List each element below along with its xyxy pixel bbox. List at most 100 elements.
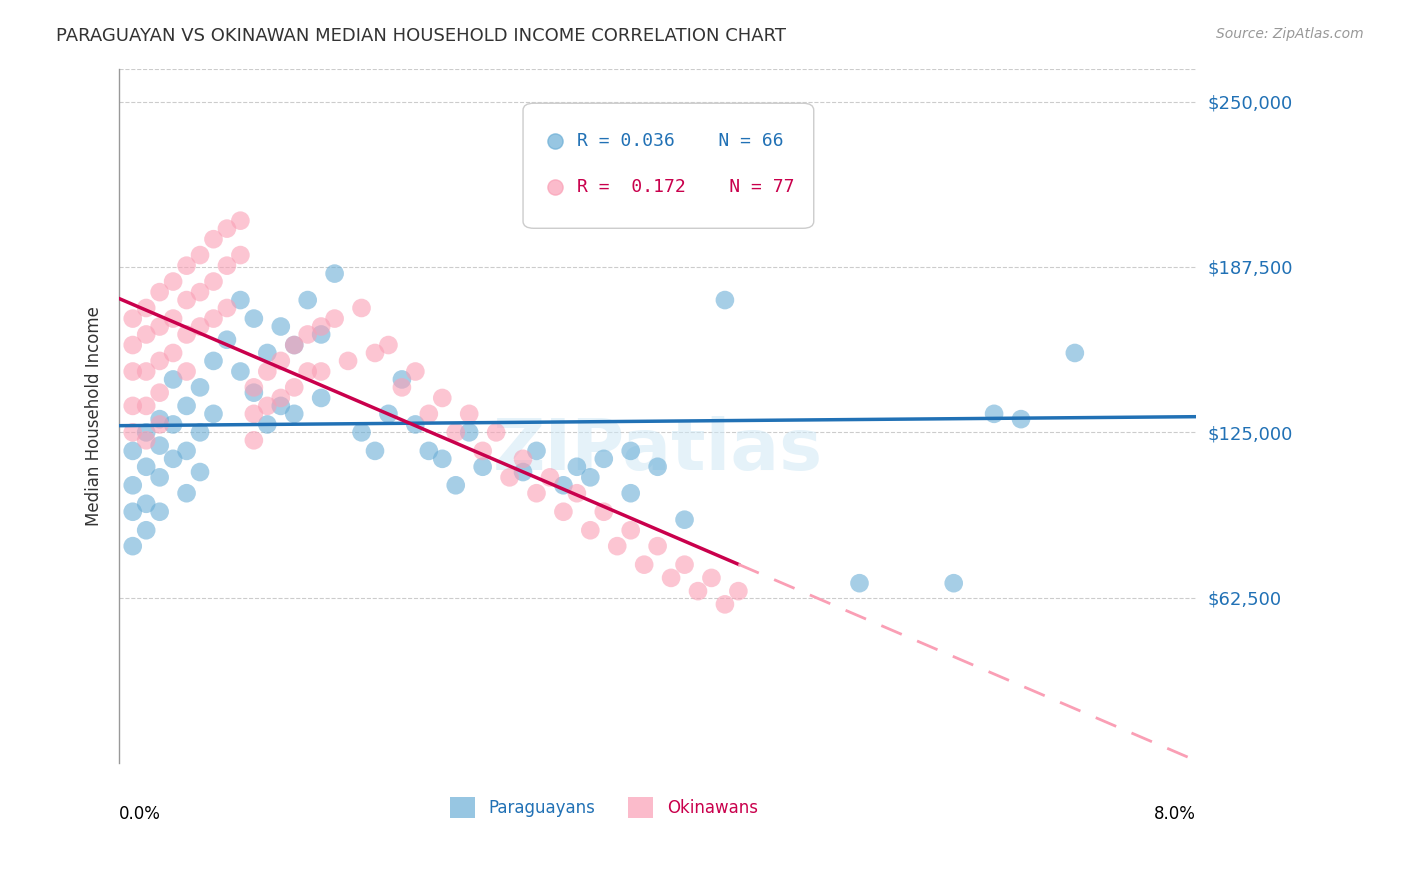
Legend: Paraguayans, Okinawans: Paraguayans, Okinawans: [443, 790, 765, 824]
Okinawans: [659, 571, 682, 585]
Okinawans: [176, 364, 198, 378]
Okinawans: [418, 407, 440, 421]
Okinawans: [121, 338, 143, 352]
Paraguayans: [323, 267, 346, 281]
Paraguayans: [256, 346, 278, 360]
Okinawans: [202, 311, 225, 326]
Okinawans: [606, 539, 628, 553]
Paraguayans: [162, 372, 184, 386]
Paraguayans: [149, 439, 172, 453]
Okinawans: [188, 319, 211, 334]
Paraguayans: [404, 417, 426, 432]
Okinawans: [309, 319, 332, 334]
Okinawans: [270, 354, 292, 368]
Okinawans: [592, 505, 614, 519]
Okinawans: [714, 598, 737, 612]
Text: ZIPatlas: ZIPatlas: [492, 416, 823, 485]
Text: 8.0%: 8.0%: [1154, 805, 1197, 822]
Okinawans: [364, 346, 387, 360]
Okinawans: [135, 364, 157, 378]
Paraguayans: [418, 443, 440, 458]
Okinawans: [149, 354, 172, 368]
Paraguayans: [471, 459, 494, 474]
Paraguayans: [686, 187, 709, 202]
Okinawans: [135, 399, 157, 413]
Okinawans: [458, 407, 481, 421]
Paraguayans: [377, 407, 399, 421]
Okinawans: [188, 285, 211, 299]
Okinawans: [135, 434, 157, 448]
Paraguayans: [526, 443, 548, 458]
Okinawans: [176, 327, 198, 342]
Okinawans: [243, 380, 266, 394]
Paraguayans: [256, 417, 278, 432]
Paraguayans: [243, 385, 266, 400]
Paraguayans: [647, 459, 669, 474]
Okinawans: [350, 301, 373, 315]
Okinawans: [377, 338, 399, 352]
Okinawans: [229, 248, 252, 262]
Okinawans: [135, 327, 157, 342]
Okinawans: [121, 311, 143, 326]
Okinawans: [432, 391, 454, 405]
Paraguayans: [188, 465, 211, 479]
Okinawans: [121, 425, 143, 440]
Paraguayans: [162, 417, 184, 432]
Okinawans: [121, 399, 143, 413]
Paraguayans: [432, 451, 454, 466]
Paraguayans: [229, 364, 252, 378]
Okinawans: [337, 354, 360, 368]
Paraguayans: [350, 425, 373, 440]
Paraguayans: [149, 470, 172, 484]
Okinawans: [176, 293, 198, 307]
Paraguayans: [121, 478, 143, 492]
Okinawans: [579, 523, 602, 537]
Paraguayans: [283, 338, 305, 352]
Paraguayans: [135, 425, 157, 440]
Paraguayans: [673, 513, 696, 527]
Paraguayans: [565, 459, 588, 474]
Paraguayans: [1010, 412, 1032, 426]
Paraguayans: [135, 497, 157, 511]
Okinawans: [727, 584, 749, 599]
Okinawans: [215, 221, 238, 235]
Okinawans: [256, 399, 278, 413]
Okinawans: [526, 486, 548, 500]
Okinawans: [215, 259, 238, 273]
Paraguayans: [579, 470, 602, 484]
Paraguayans: [149, 505, 172, 519]
Paraguayans: [188, 380, 211, 394]
Paraguayans: [297, 293, 319, 307]
Okinawans: [538, 470, 561, 484]
Okinawans: [512, 451, 534, 466]
Paraguayans: [444, 478, 467, 492]
Paraguayans: [620, 486, 643, 500]
Paraguayans: [243, 311, 266, 326]
Paraguayans: [202, 407, 225, 421]
Okinawans: [256, 364, 278, 378]
Paraguayans: [983, 407, 1005, 421]
Paraguayans: [270, 399, 292, 413]
Okinawans: [297, 364, 319, 378]
Paraguayans: [188, 425, 211, 440]
Okinawans: [404, 364, 426, 378]
Paraguayans: [1063, 346, 1085, 360]
Okinawans: [135, 301, 157, 315]
Paraguayans: [215, 333, 238, 347]
Okinawans: [176, 259, 198, 273]
Okinawans: [162, 311, 184, 326]
Text: 0.0%: 0.0%: [120, 805, 162, 822]
Okinawans: [700, 571, 723, 585]
Okinawans: [149, 385, 172, 400]
Okinawans: [149, 417, 172, 432]
Okinawans: [309, 364, 332, 378]
Paraguayans: [942, 576, 965, 591]
Paraguayans: [121, 539, 143, 553]
Okinawans: [202, 275, 225, 289]
Okinawans: [202, 232, 225, 246]
Paraguayans: [714, 293, 737, 307]
Paraguayans: [162, 451, 184, 466]
Paraguayans: [309, 327, 332, 342]
Paraguayans: [270, 319, 292, 334]
Paraguayans: [780, 201, 803, 215]
